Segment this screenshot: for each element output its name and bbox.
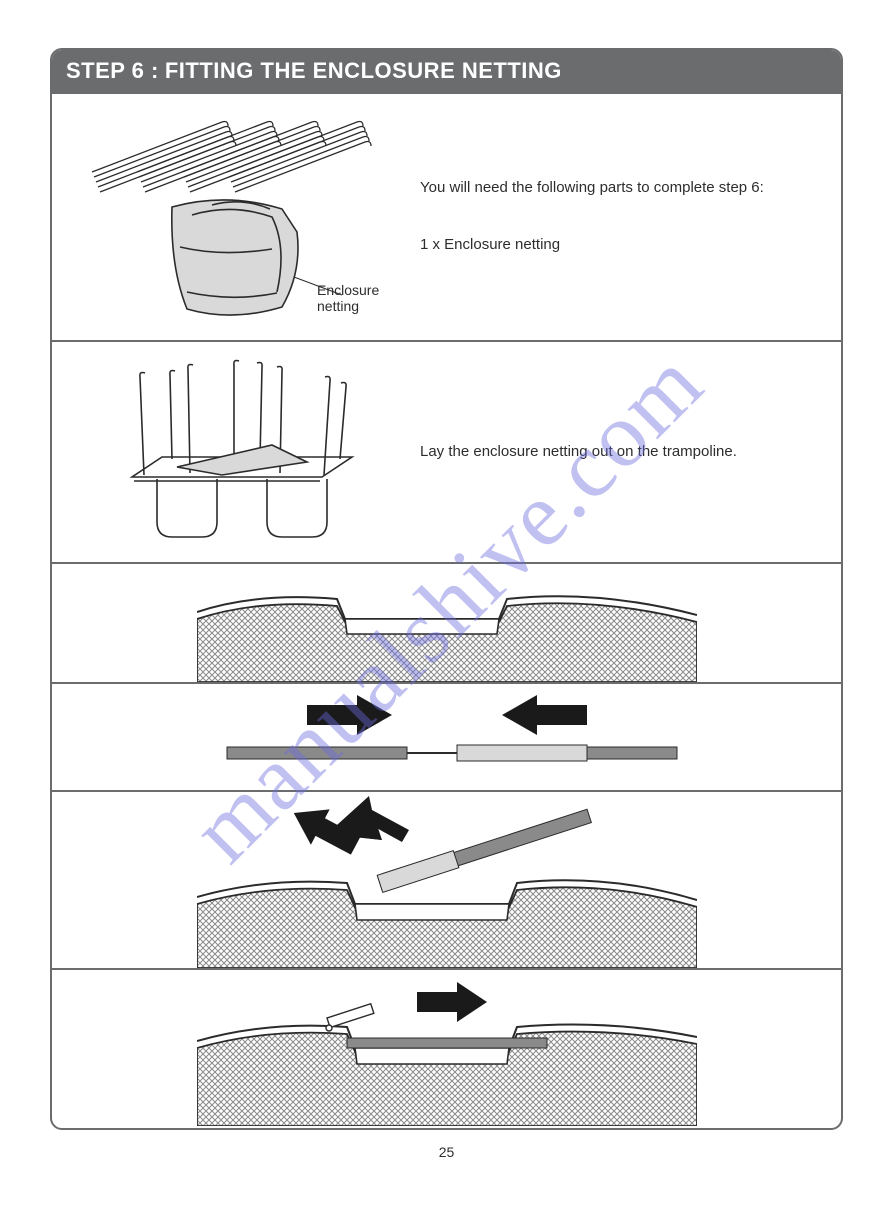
row-sleeve-open — [52, 562, 841, 682]
row-insert-rod — [52, 790, 841, 968]
row1-text: You will need the following parts to com… — [412, 174, 841, 260]
page-frame: STEP 6 : FITTING THE ENCLOSURE NETTING — [50, 48, 843, 1130]
illustration-rods — [197, 687, 697, 787]
part-label: Enclosure netting — [317, 282, 379, 314]
row2-text: Lay the enclosure netting out on the tra… — [412, 438, 841, 467]
illustration-parts: Enclosure netting — [52, 94, 412, 340]
page-number: 25 — [50, 1144, 843, 1160]
row-rods-join — [52, 682, 841, 790]
illustration-sleeve — [197, 564, 697, 682]
parts-list-item: 1 x Enclosure netting — [420, 231, 823, 260]
parts-intro: You will need the following parts to com… — [420, 174, 823, 203]
row-parts: Enclosure netting You will need the foll… — [52, 92, 841, 340]
illustration-insert — [197, 792, 697, 968]
step-header: STEP 6 : FITTING THE ENCLOSURE NETTING — [52, 50, 841, 92]
illustration-slide — [197, 970, 697, 1126]
row-rod-slid — [52, 968, 841, 1126]
instruction-lay-netting: Lay the enclosure netting out on the tra… — [420, 438, 823, 467]
row-layout: Lay the enclosure netting out on the tra… — [52, 340, 841, 562]
step-title: FITTING THE ENCLOSURE NETTING — [165, 58, 562, 84]
step-number: STEP 6 : — [66, 58, 159, 84]
illustration-trampoline — [52, 342, 412, 562]
